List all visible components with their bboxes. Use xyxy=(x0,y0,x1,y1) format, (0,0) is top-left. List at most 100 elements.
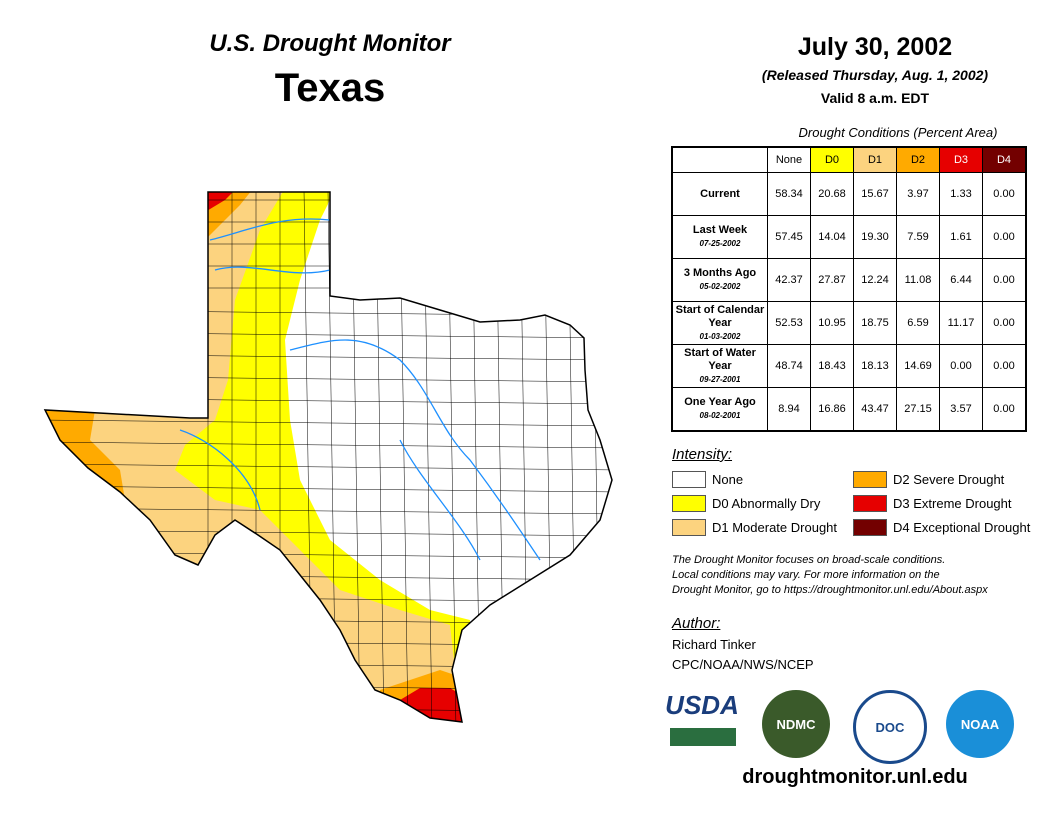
row-date: 05-02-2002 xyxy=(699,282,741,291)
cell-value: 1.61 xyxy=(939,215,983,259)
legend-swatch xyxy=(672,495,706,512)
cell-value: 0.00 xyxy=(982,344,1027,388)
cell-value: 58.34 xyxy=(767,172,811,216)
cell-value: 0.00 xyxy=(982,258,1027,302)
col-d3: D3 xyxy=(939,146,983,173)
legend-label: D1 Moderate Drought xyxy=(712,520,838,535)
row-label: One Year Ago 08-02-2001 xyxy=(671,387,768,432)
col-d4: D4 xyxy=(982,146,1027,173)
rivers xyxy=(179,218,541,561)
cell-value: 3.97 xyxy=(896,172,940,216)
cell-value: 0.00 xyxy=(939,344,983,388)
col-none: None xyxy=(767,146,811,173)
website-url[interactable]: droughtmonitor.unl.edu xyxy=(742,766,968,788)
legend-label: D0 Abnormally Dry xyxy=(712,496,821,511)
legend-swatch xyxy=(672,471,706,488)
table-row: Start of Calendar Year 01-03-2002 52.53 10.… xyxy=(671,301,1027,345)
d3-area-south xyxy=(400,688,470,722)
legend-item: D3 Extreme Drought xyxy=(853,495,1012,512)
doc-logo-text: DOC xyxy=(875,719,905,735)
legend-item: None xyxy=(672,471,743,488)
noaa-logo: NOAA xyxy=(946,690,1014,758)
legend-swatch xyxy=(672,519,706,536)
cell-value: 0.00 xyxy=(982,301,1027,345)
legend-label: None xyxy=(712,472,744,487)
table-row: Last Week 07-25-2002 57.45 14.04 19.30 7.59 1.… xyxy=(671,215,1027,259)
map-title: U.S. Drought Monitor xyxy=(209,30,451,57)
cell-value: 16.86 xyxy=(810,387,854,432)
cell-value: 15.67 xyxy=(853,172,897,216)
valid-time: Valid 8 a.m. EDT xyxy=(820,90,930,106)
row-label: Last Week 07-25-2002 xyxy=(671,215,768,259)
legend-swatch xyxy=(853,495,887,512)
cell-value: 20.68 xyxy=(810,172,854,216)
cell-value: 0.00 xyxy=(982,215,1027,259)
author-org: CPC/NOAA/NWS/NCEP xyxy=(672,657,814,672)
cell-value: 3.57 xyxy=(939,387,983,432)
cell-value: 14.04 xyxy=(810,215,854,259)
legend-item: D4 Exceptional Drought xyxy=(853,519,1030,536)
col-d2: D2 xyxy=(896,146,940,173)
cell-value: 42.37 xyxy=(767,258,811,302)
row-label: Current xyxy=(671,172,768,216)
cell-value: 10.95 xyxy=(810,301,854,345)
table-row: One Year Ago 08-02-2001 8.94 16.86 43.47 27.1… xyxy=(671,387,1027,432)
release-date: (Released Thursday, Aug. 1, 2002) xyxy=(761,67,989,83)
texas-drought-map xyxy=(44,191,613,723)
col-d1: D1 xyxy=(853,146,897,173)
note-line: Local conditions may vary. For more info… xyxy=(672,569,940,581)
cell-value: 11.08 xyxy=(896,258,940,302)
cell-value: 18.75 xyxy=(853,301,897,345)
cell-value: 1.33 xyxy=(939,172,983,216)
cell-value: 14.69 xyxy=(896,344,940,388)
legend-swatch xyxy=(853,519,887,536)
ndmc-logo-text: NDMC xyxy=(776,716,816,732)
row-label: 3 Months Ago 05-02-2002 xyxy=(671,258,768,302)
row-date: 09-27-2001 xyxy=(699,374,741,384)
note-line: The Drought Monitor focuses on broad-sca… xyxy=(672,554,946,566)
row-label-text: Start of Calendar Year xyxy=(675,303,765,329)
cell-value: 27.15 xyxy=(896,387,940,432)
cell-value: 19.30 xyxy=(853,215,897,259)
d3-area-panhandle xyxy=(200,192,245,215)
note-line: Drought Monitor, go to https://droughtmo… xyxy=(672,584,988,596)
legend-swatch xyxy=(853,471,887,488)
cell-value: 18.43 xyxy=(810,344,854,388)
cell-value: 27.87 xyxy=(810,258,854,302)
usda-logo-bar xyxy=(670,728,736,746)
cell-value: 8.94 xyxy=(767,387,811,432)
cell-value: 43.47 xyxy=(853,387,897,432)
table-row: Current 58.34 20.68 15.67 3.97 1.33 0.00 xyxy=(671,172,1027,216)
row-label-text: Current xyxy=(700,187,740,200)
disclaimer-note: The Drought Monitor focuses on broad-sca… xyxy=(672,553,988,598)
cell-value: 57.45 xyxy=(767,215,811,259)
legend-label: D2 Severe Drought xyxy=(893,472,1005,487)
legend-item: D2 Severe Drought xyxy=(853,471,1004,488)
cell-value: 6.59 xyxy=(896,301,940,345)
row-date: 07-25-2002 xyxy=(699,239,741,248)
noaa-logo-text: NOAA xyxy=(960,716,1000,732)
legend-item: D1 Moderate Drought xyxy=(672,519,837,536)
row-label-text: Last Week xyxy=(692,224,748,236)
row-label: Start of Water Year 09-27-2001 xyxy=(671,344,768,388)
usda-logo-text: USDA xyxy=(665,690,739,720)
row-label-text: 3 Months Ago xyxy=(683,267,757,279)
row-label-text: Start of Water Year xyxy=(684,346,756,372)
legend-item: D0 Abnormally Dry xyxy=(672,495,820,512)
table-row: 3 Months Ago 05-02-2002 42.37 27.87 12.24 11.… xyxy=(671,258,1027,302)
cell-value: 52.53 xyxy=(767,301,811,345)
cell-value: 6.44 xyxy=(939,258,983,302)
region-title: Texas xyxy=(274,66,386,110)
row-label: Start of Calendar Year 01-03-2002 xyxy=(671,301,768,345)
cell-value: 0.00 xyxy=(982,387,1027,432)
cell-value: 12.24 xyxy=(853,258,897,302)
legend-label: D4 Exceptional Drought xyxy=(893,520,1031,535)
cell-value: 7.59 xyxy=(896,215,940,259)
row-date: 01-03-2002 xyxy=(699,331,741,341)
cell-value: 0.00 xyxy=(982,172,1027,216)
cell-value: 48.74 xyxy=(767,344,811,388)
ndmc-logo: NDMC xyxy=(762,690,830,758)
author-heading: Author: xyxy=(672,615,721,632)
usda-logo: USDA xyxy=(665,690,739,758)
